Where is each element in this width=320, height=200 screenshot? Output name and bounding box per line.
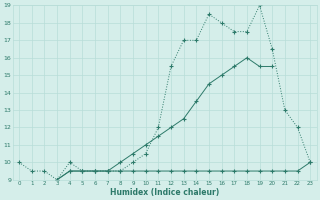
X-axis label: Humidex (Indice chaleur): Humidex (Indice chaleur) [110, 188, 219, 197]
